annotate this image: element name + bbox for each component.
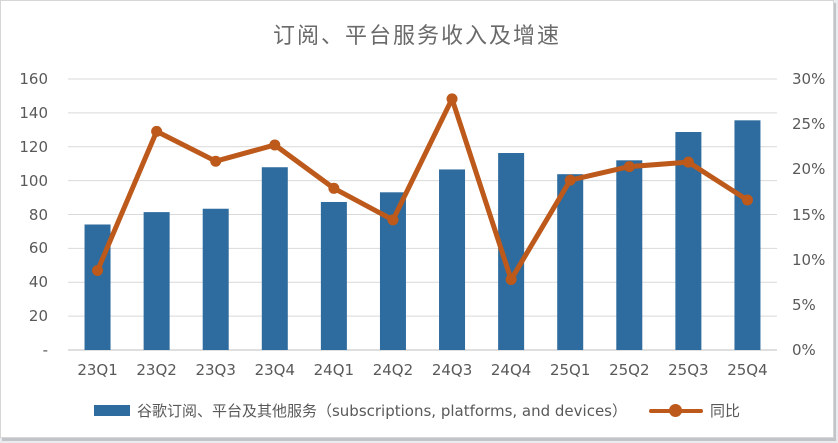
left-axis-tick: 20 <box>28 307 48 326</box>
bar-series-label: 谷歌订阅、平台及其他服务（subscriptions, platforms, a… <box>136 402 627 420</box>
bar-23Q3 <box>202 208 229 350</box>
line-series-label: 同比 <box>710 402 741 420</box>
line-series-swatch <box>649 404 703 417</box>
line-point-25Q2 <box>623 161 635 173</box>
x-axis-label-23Q3: 23Q3 <box>195 361 236 379</box>
bar-25Q1 <box>557 174 584 350</box>
left-axis-tick: - <box>42 341 48 359</box>
right-axis-tick: 25% <box>792 115 826 134</box>
bar-24Q1 <box>320 201 347 350</box>
right-axis-tick: 30% <box>792 70 826 88</box>
x-axis-label-24Q4: 24Q4 <box>490 361 532 379</box>
left-axis-tick: 160 <box>19 70 48 88</box>
line-point-25Q3 <box>682 156 694 168</box>
x-axis-label-23Q1: 23Q1 <box>77 361 118 379</box>
x-axis-label-25Q1: 25Q1 <box>549 361 591 379</box>
x-axis-label-24Q2: 24Q2 <box>372 361 414 379</box>
left-axis-tick: 140 <box>19 103 48 122</box>
right-axis-tick: 5% <box>792 295 816 314</box>
left-axis-tick: 60 <box>28 239 48 258</box>
line-swatch-marker-icon <box>669 404 682 417</box>
left-axis-tick: 100 <box>19 171 48 190</box>
legend-item-line-series: 同比 <box>649 400 740 421</box>
line-point-23Q2 <box>151 125 163 137</box>
yoy-line <box>95 96 750 283</box>
line-point-24Q4 <box>505 274 517 286</box>
line-point-23Q1 <box>92 265 104 277</box>
x-axis-label-25Q2: 25Q2 <box>609 361 650 379</box>
left-axis-tick: 80 <box>28 205 48 224</box>
line-point-23Q3 <box>210 155 222 167</box>
x-axis-label-25Q3: 25Q3 <box>668 361 709 379</box>
line-point-24Q1 <box>328 182 340 194</box>
legend: 谷歌订阅、平台及其他服务（subscriptions, platforms, a… <box>1 400 833 421</box>
bar-24Q3 <box>439 169 466 350</box>
bar-25Q4 <box>734 120 761 350</box>
legend-item-bar-series: 谷歌订阅、平台及其他服务（subscriptions, platforms, a… <box>93 400 627 421</box>
left-axis-tick: 120 <box>19 137 48 156</box>
right-axis-tick: 15% <box>792 205 826 224</box>
line-point-24Q2 <box>387 214 399 226</box>
line-point-25Q1 <box>564 174 576 186</box>
right-axis-tick: 20% <box>792 160 826 179</box>
right-axis-tick: 10% <box>792 250 826 269</box>
x-axis-label-24Q3: 24Q3 <box>431 361 473 379</box>
bar-23Q4 <box>261 167 288 350</box>
x-axis-label-23Q2: 23Q2 <box>136 361 177 379</box>
line-point-25Q4 <box>741 194 753 206</box>
x-axis-label-25Q4: 25Q4 <box>727 361 768 379</box>
chart-title: 订阅、平台服务收入及增速 <box>272 24 561 49</box>
plot-area <box>68 78 777 351</box>
bar-25Q2 <box>616 160 643 350</box>
x-axis-label-23Q4: 23Q4 <box>254 361 295 379</box>
bar-series-swatch <box>93 405 130 416</box>
x-axis-label-24Q1: 24Q1 <box>313 361 355 379</box>
left-axis-tick: 40 <box>28 273 48 292</box>
line-point-23Q4 <box>269 139 281 151</box>
right-axis-tick: 0% <box>792 341 816 359</box>
line-point-24Q3 <box>446 93 458 105</box>
bar-23Q2 <box>143 212 170 350</box>
